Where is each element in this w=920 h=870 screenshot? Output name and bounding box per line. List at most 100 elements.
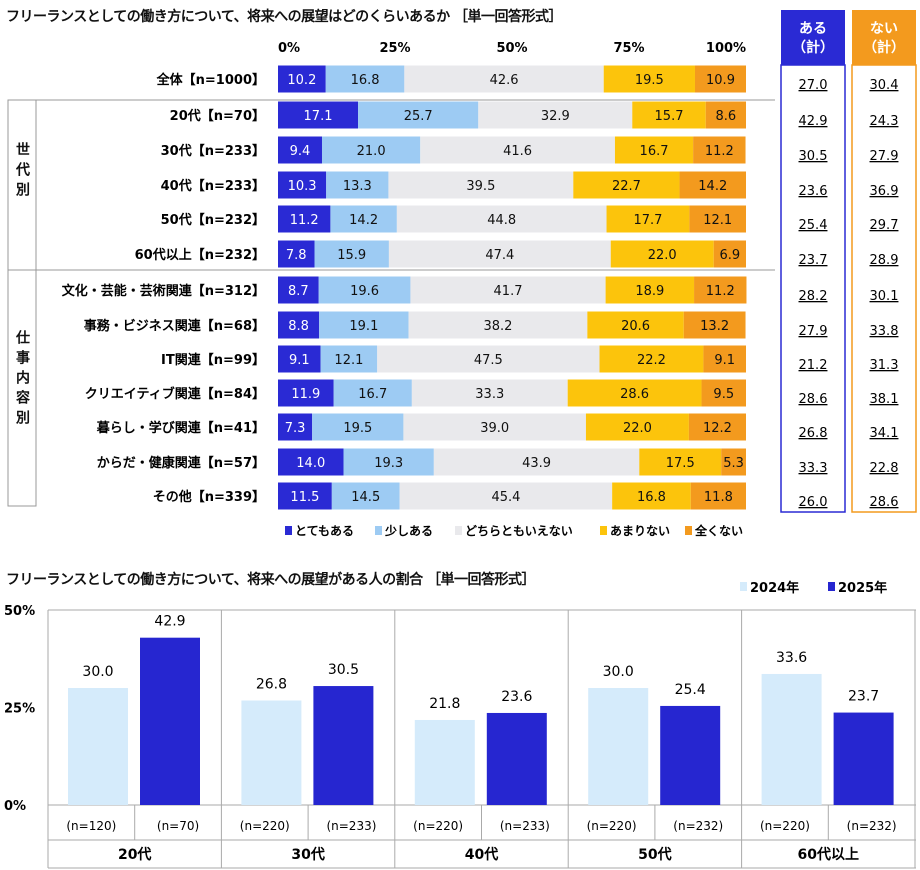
bar-value-label: 5.3 xyxy=(723,456,744,471)
bar-segment-とてもある xyxy=(278,136,322,164)
summary-aru-value: 25.4 xyxy=(799,218,828,233)
n-label: (n=232) xyxy=(847,819,897,833)
bar-value-label: 17.1 xyxy=(304,109,333,124)
legend-swatch xyxy=(740,582,747,591)
n-label: (n=120) xyxy=(66,819,116,833)
bar-value-label: 9.5 xyxy=(713,387,734,402)
bar-value-label: 39.5 xyxy=(466,179,495,194)
bar-segment-とてもある xyxy=(278,171,327,199)
bar-segment-とてもある xyxy=(278,311,320,339)
bar-value-label: 6.9 xyxy=(720,248,741,263)
summary-aru-value: 30.5 xyxy=(799,149,828,164)
bar-value-label: 19.6 xyxy=(350,284,379,299)
bar-segment-とてもある xyxy=(278,276,319,304)
x-tick-label: 50% xyxy=(496,41,527,56)
summary-nai-value: 33.8 xyxy=(870,324,899,339)
bar-value-label: 22.2 xyxy=(637,353,666,368)
row-label: 暮らし・学び関連【n=41】 xyxy=(96,420,265,436)
bar-segment-どちらともいえない xyxy=(404,65,604,93)
bar-value-label: 41.7 xyxy=(494,284,523,299)
bar-segment-少しある xyxy=(319,311,409,339)
summary-nai-value: 30.1 xyxy=(870,289,899,304)
x-tick-label: 25% xyxy=(379,41,410,56)
bar-segment-あまりない xyxy=(603,65,695,93)
summary-nai-value: 24.3 xyxy=(870,114,899,129)
bar-segment-あまりない xyxy=(585,413,689,441)
bar-segment-あまりない xyxy=(587,311,684,339)
category-label: 50代 xyxy=(638,846,671,863)
bar-value-label: 8.7 xyxy=(288,284,309,299)
bar-value-label: 8.6 xyxy=(716,109,737,124)
bar-segment-どちらともいえない xyxy=(396,205,607,233)
legend-label: あまりない xyxy=(610,524,670,538)
bar-value-label: 45.4 xyxy=(491,490,520,505)
row-label: クリエイティブ関連【n=84】 xyxy=(85,386,265,402)
summary-nai-value: 29.7 xyxy=(870,218,899,233)
row-label: 50代【n=232】 xyxy=(161,212,265,228)
summary-nai-value: 31.3 xyxy=(870,358,899,373)
bar-value-label: 22.0 xyxy=(648,248,677,263)
summary-aru-value: 27.9 xyxy=(799,324,828,339)
bar-segment-少しある xyxy=(330,205,397,233)
bar-value-label: 23.7 xyxy=(848,689,879,705)
bar-segment-とてもある xyxy=(278,101,359,129)
bar-value-label: 11.2 xyxy=(705,144,734,159)
summary-aru-value: 33.3 xyxy=(799,461,828,476)
bar-value-label: 42.9 xyxy=(154,614,185,630)
row-label: 事務・ビジネス関連【n=68】 xyxy=(84,318,265,334)
bar-value-label: 32.9 xyxy=(541,109,570,124)
summary-aru-value: 42.9 xyxy=(799,114,828,129)
summary-nai-value: 36.9 xyxy=(870,184,899,199)
row-label: 30代【n=233】 xyxy=(161,143,265,159)
bar-segment-あまりない xyxy=(610,240,714,268)
bar-segment-どちらともいえない xyxy=(388,240,611,268)
bar-segment-あまりない xyxy=(605,276,695,304)
bar-segment-少しある xyxy=(333,379,412,407)
bar-segment-全くない xyxy=(703,345,746,373)
bar-value-label: 14.2 xyxy=(698,179,727,194)
bar-segment-あまりない xyxy=(599,345,704,373)
n-label: (n=70) xyxy=(157,819,199,833)
bar-value-label: 10.9 xyxy=(706,73,735,88)
bar-segment-どちらともいえない xyxy=(388,171,574,199)
bar-segment-全くない xyxy=(693,136,746,164)
summary-nai-value: 27.9 xyxy=(870,149,899,164)
chart-title-top: フリーランスとしての働き方について、将来への展望はどのくらいあるか ［単一回答形… xyxy=(6,9,563,25)
bar-value-label: 16.7 xyxy=(640,144,669,159)
bar-segment-あまりない xyxy=(612,482,691,510)
summary-aru-value: 23.7 xyxy=(799,253,828,268)
bar-segment-少しある xyxy=(326,171,389,199)
bar-segment-全くない xyxy=(721,448,746,476)
n-label: (n=220) xyxy=(240,819,290,833)
bar-segment-どちらともいえない xyxy=(403,413,586,441)
bar-2024年-50代 xyxy=(588,688,649,805)
bar-value-label: 13.3 xyxy=(343,179,372,194)
summary-header-nai xyxy=(852,10,916,65)
bar-value-label: 11.5 xyxy=(290,490,319,505)
bar-2025年-50代 xyxy=(660,705,721,805)
legend-swatch xyxy=(685,526,692,535)
bar-value-label: 21.0 xyxy=(357,144,386,159)
bar-value-label: 21.8 xyxy=(429,696,460,712)
summary-aru-value: 26.0 xyxy=(799,495,828,510)
legend-label: 少しある xyxy=(384,523,433,538)
bar-value-label: 19.5 xyxy=(635,73,664,88)
legend-swatch xyxy=(375,526,382,535)
bar-segment-どちらともいえない xyxy=(420,136,615,164)
bar-segment-あまりない xyxy=(606,205,690,233)
bar-value-label: 17.5 xyxy=(666,456,695,471)
bar-value-label: 26.8 xyxy=(256,676,287,692)
row-label: からだ・健康関連【n=57】 xyxy=(97,455,265,471)
bar-segment-とてもある xyxy=(278,240,315,268)
bar-segment-どちらともいえない xyxy=(410,276,606,304)
bar-segment-とてもある xyxy=(278,345,321,373)
bar-segment-あまりない xyxy=(614,136,694,164)
bar-segment-全くない xyxy=(689,205,746,233)
bar-value-label: 25.4 xyxy=(675,682,706,698)
bar-value-label: 11.2 xyxy=(290,213,319,228)
bar-segment-少しある xyxy=(321,136,421,164)
summary-aru-value: 27.0 xyxy=(799,78,828,93)
bar-value-label: 14.5 xyxy=(351,490,380,505)
bar-value-label: 19.3 xyxy=(374,456,403,471)
